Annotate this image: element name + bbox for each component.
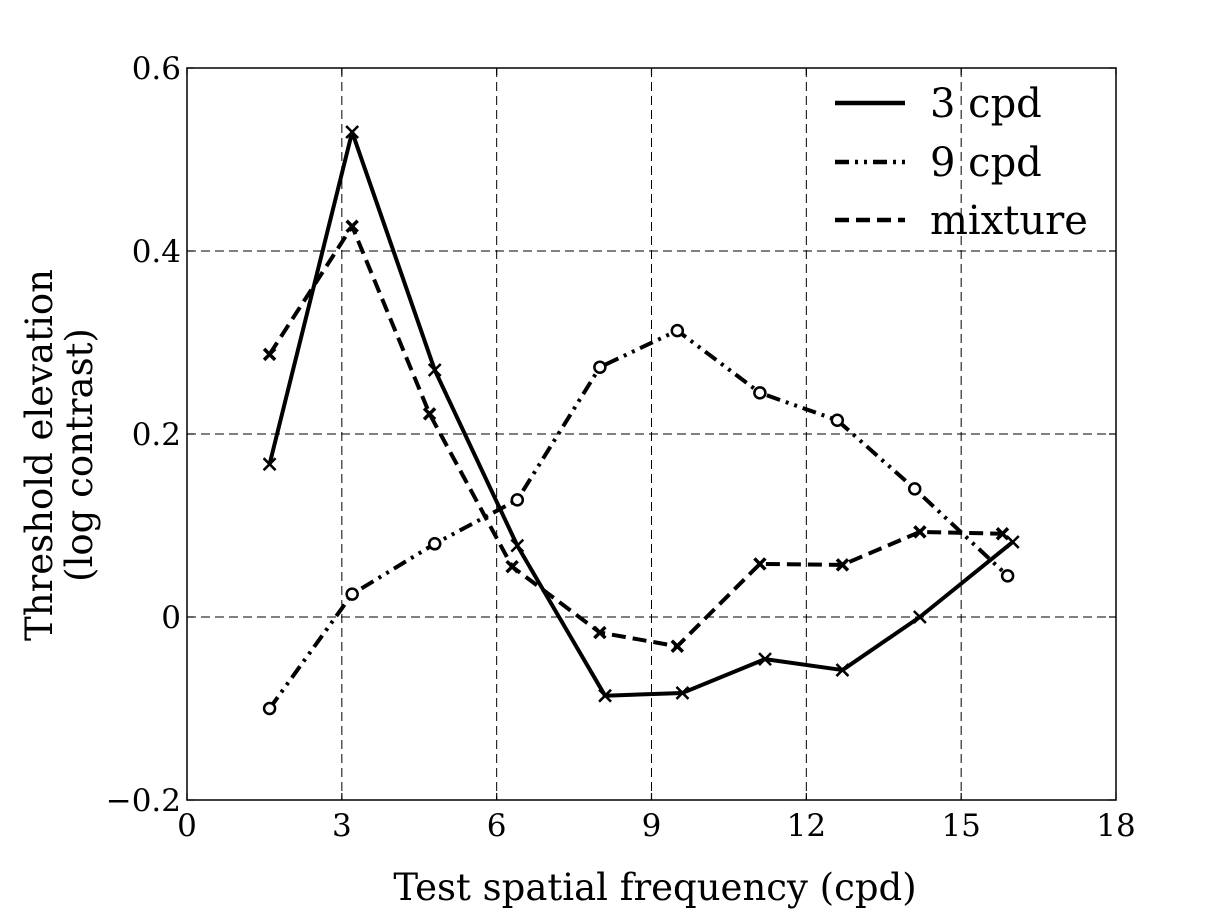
data-point-3cpd	[758, 652, 772, 666]
data-point-9cpd	[510, 493, 525, 507]
legend-entry-3cpd: 3 cpd	[835, 81, 1042, 127]
data-point-9cpd	[830, 413, 845, 428]
data-point-mixture	[995, 526, 1010, 541]
x-tick-label: 18	[1096, 808, 1135, 844]
series-9cpd	[262, 323, 1015, 716]
legend: 3 cpd 9 cpd mixture	[835, 81, 1088, 244]
x-tick-label: 9	[642, 808, 662, 844]
data-point-9cpd	[345, 587, 359, 601]
data-point-mixture	[505, 559, 519, 574]
legend-label-mixture: mixture	[930, 198, 1088, 244]
data-point-mixture	[345, 219, 359, 234]
data-point-3cpd	[598, 688, 612, 703]
data-point-9cpd	[670, 323, 685, 338]
data-point-mixture	[913, 525, 927, 539]
series-line-9cpd	[267, 328, 1009, 710]
y-tick-label: 0.2	[132, 417, 181, 453]
data-point-mixture	[262, 347, 277, 362]
data-point-mixture	[422, 407, 437, 421]
x-tick-label: 0	[177, 808, 197, 844]
y-axis-title-line2: (log contrast)	[58, 328, 101, 582]
y-tick-label: 0.6	[132, 51, 181, 87]
axis-ticks: 0 3 6 9 12 15 18−0.200.20.40.6	[106, 51, 1136, 844]
x-tick-label: 15	[941, 808, 980, 844]
data-point-3cpd	[262, 457, 277, 472]
data-point-9cpd	[262, 701, 277, 716]
data-point-3cpd	[675, 686, 690, 700]
x-tick-label: 6	[487, 808, 507, 844]
series-line-mixture	[267, 224, 1003, 649]
y-tick-label: −0.2	[106, 783, 181, 819]
data-point-3cpd	[510, 538, 525, 553]
legend-entry-mixture: mixture	[835, 198, 1088, 244]
data-point-3cpd	[427, 363, 442, 377]
data-point-9cpd	[427, 537, 442, 551]
data-point-mixture	[835, 558, 850, 572]
data-point-mixture	[593, 625, 607, 640]
data-point-9cpd	[593, 360, 607, 374]
y-axis-title-line1: Threshold elevation	[18, 269, 61, 641]
series-3cpd	[262, 125, 1020, 703]
grid-lines	[187, 68, 1116, 800]
y-tick-label: 0.4	[132, 234, 181, 270]
series-line-3cpd	[267, 130, 1015, 698]
legend-entry-9cpd: 9 cpd	[835, 140, 1042, 186]
series-mixture	[262, 219, 1010, 654]
x-axis-title: Test spatial frequency (cpd)	[393, 866, 916, 909]
data-point-3cpd	[835, 663, 850, 677]
data-point-9cpd	[753, 386, 767, 400]
data-point-9cpd	[907, 482, 922, 496]
data-point-9cpd	[1000, 569, 1015, 583]
legend-label-3cpd: 3 cpd	[930, 81, 1042, 127]
x-tick-label: 12	[787, 808, 826, 844]
series-group	[262, 125, 1020, 716]
data-point-mixture	[670, 639, 685, 654]
legend-label-9cpd: 9 cpd	[930, 140, 1042, 186]
y-tick-label: 0	[161, 600, 181, 636]
data-point-mixture	[753, 557, 767, 571]
data-point-3cpd	[912, 610, 927, 624]
x-tick-label: 3	[332, 808, 352, 844]
y-axis-title: Threshold elevation (log contrast)	[18, 269, 101, 641]
data-point-3cpd	[345, 125, 360, 139]
